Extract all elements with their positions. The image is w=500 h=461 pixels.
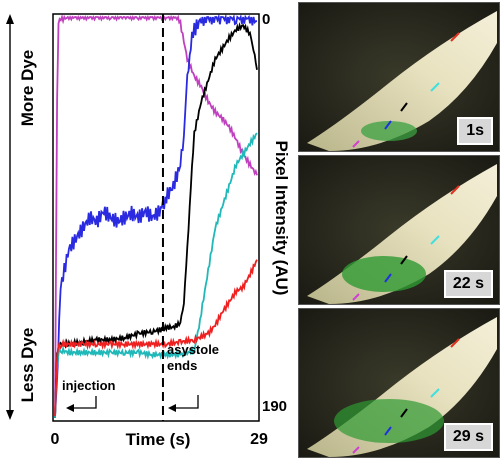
x-tick-label-end: 29 bbox=[250, 431, 268, 448]
y-axis-label: Pixel Intensity (AU) bbox=[272, 141, 291, 296]
series-line-5 bbox=[54, 259, 258, 417]
series-layer bbox=[54, 13, 258, 419]
asystole-arrow-head bbox=[168, 404, 176, 412]
injection-arrow bbox=[72, 396, 97, 409]
y-tick-label-bottom: 190 bbox=[262, 398, 287, 415]
photo-panel-1s: 1s bbox=[298, 2, 500, 152]
photo-panel-29s: 29 s bbox=[298, 308, 500, 458]
x-axis-label: Time (s) bbox=[126, 430, 191, 449]
asystole-arrow bbox=[174, 395, 199, 409]
more-dye-label: More Dye bbox=[18, 50, 37, 127]
dye-arrow-head-up bbox=[6, 14, 14, 24]
photo-panel-22s: 22 s bbox=[298, 155, 500, 305]
injection-annotation: injection bbox=[62, 378, 116, 393]
intensity-chart: More Dye Less Dye Pixel Intensity (AU) 0… bbox=[6, 11, 291, 449]
time-badge-3: 29 s bbox=[443, 423, 493, 451]
time-badge-1: 1s bbox=[457, 117, 493, 145]
plot-frame bbox=[52, 13, 260, 422]
y-tick-label-top: 0 bbox=[262, 11, 270, 28]
asystole-annotation: asystole bbox=[167, 342, 219, 357]
time-badge-2: 22 s bbox=[443, 270, 493, 298]
injection-arrow-head bbox=[66, 404, 74, 412]
series-line-2 bbox=[54, 13, 257, 419]
less-dye-label: Less Dye bbox=[18, 328, 37, 403]
x-tick-label-start: 0 bbox=[51, 431, 60, 448]
ends-annotation: ends bbox=[167, 358, 197, 373]
dye-arrow-head-down bbox=[6, 410, 14, 420]
series-line-4 bbox=[54, 132, 258, 419]
series-line-1 bbox=[54, 14, 258, 419]
